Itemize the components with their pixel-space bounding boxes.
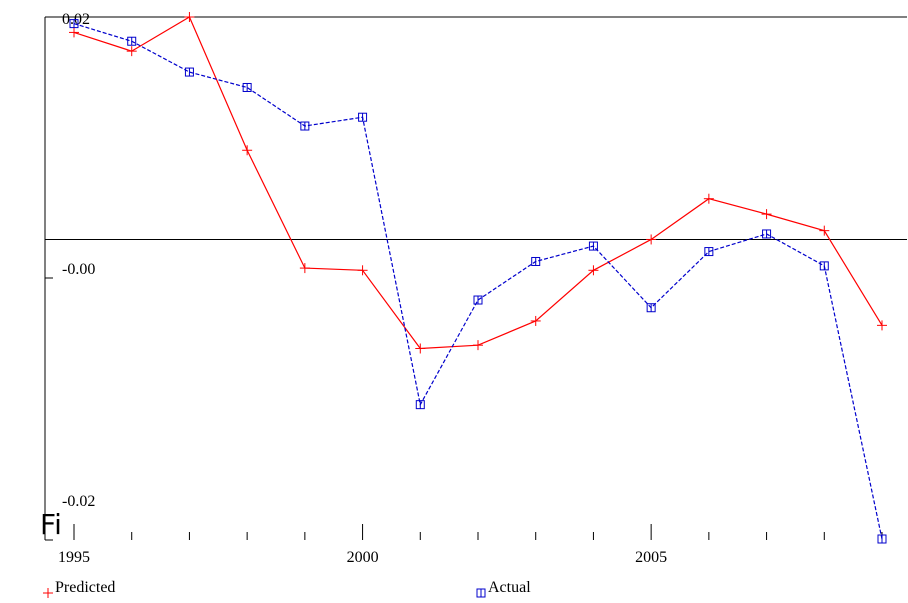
data-point — [126, 46, 137, 57]
data-point — [877, 320, 887, 331]
data-point — [69, 19, 79, 29]
data-point — [531, 256, 541, 266]
series-predicted — [69, 12, 887, 354]
data-point — [299, 263, 310, 274]
data-point — [127, 36, 137, 46]
data-point — [69, 27, 79, 38]
data-point — [646, 303, 656, 313]
data-point — [473, 340, 483, 351]
x-axis-ticks: 1995 2000 2005 — [58, 524, 883, 566]
legend-item: Actual — [476, 579, 531, 598]
data-point — [358, 112, 368, 122]
data-point — [43, 588, 53, 598]
data-point — [415, 400, 425, 410]
legend: Predicted Actual — [43, 579, 531, 598]
y-tick-label: -0.00 — [62, 261, 95, 278]
data-point — [530, 315, 541, 326]
data-point — [357, 265, 368, 276]
data-point — [242, 145, 253, 156]
y-axis-ticks: 0.02-0.00-0.02 — [45, 11, 95, 541]
stray-text: Fi — [40, 508, 62, 541]
legend-label: Predicted — [55, 579, 115, 596]
data-point — [762, 229, 772, 239]
data-point — [877, 534, 887, 544]
data-point — [819, 261, 829, 271]
data-point — [819, 225, 830, 236]
legend-label: Actual — [488, 579, 531, 596]
series-group — [69, 12, 887, 544]
data-point — [646, 234, 657, 245]
data-point — [476, 588, 486, 598]
x-tick-label: 1995 — [58, 549, 90, 566]
x-tick-label: 2005 — [635, 549, 667, 566]
plot-frame — [44, 16, 907, 540]
data-point — [300, 121, 310, 131]
data-point — [704, 247, 714, 257]
series-actual — [69, 19, 887, 544]
data-point — [184, 67, 194, 77]
x-tick-label: 2000 — [347, 549, 379, 566]
data-point — [588, 241, 598, 251]
data-point — [761, 209, 772, 220]
data-point — [184, 12, 195, 22]
data-point — [473, 295, 483, 305]
y-tick-label: -0.02 — [62, 493, 95, 510]
data-point — [703, 193, 714, 204]
legend-item: Predicted — [43, 579, 115, 598]
data-point — [588, 265, 599, 276]
data-point — [415, 343, 426, 354]
series-line — [73, 23, 883, 540]
data-point — [242, 82, 252, 92]
